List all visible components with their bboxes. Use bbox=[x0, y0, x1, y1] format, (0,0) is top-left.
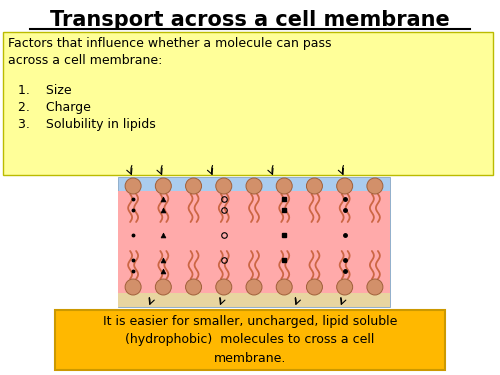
Text: 1.    Size: 1. Size bbox=[18, 84, 72, 97]
Circle shape bbox=[276, 279, 292, 295]
Circle shape bbox=[156, 178, 172, 194]
Circle shape bbox=[125, 178, 141, 194]
Text: 3.    Solubility in lipids: 3. Solubility in lipids bbox=[18, 118, 156, 131]
Circle shape bbox=[156, 279, 172, 295]
Circle shape bbox=[367, 279, 383, 295]
Bar bbox=[3, 32, 493, 175]
Circle shape bbox=[336, 279, 352, 295]
Circle shape bbox=[336, 178, 352, 194]
Bar bbox=[118, 293, 390, 307]
Circle shape bbox=[246, 279, 262, 295]
Bar bbox=[55, 310, 445, 370]
Bar bbox=[118, 177, 390, 307]
Circle shape bbox=[186, 279, 202, 295]
Circle shape bbox=[306, 178, 322, 194]
Circle shape bbox=[216, 178, 232, 194]
Circle shape bbox=[246, 178, 262, 194]
Circle shape bbox=[216, 279, 232, 295]
Text: It is easier for smaller, uncharged, lipid soluble
(hydrophobic)  molecules to c: It is easier for smaller, uncharged, lip… bbox=[103, 315, 397, 364]
Text: Transport across a cell membrane: Transport across a cell membrane bbox=[50, 10, 450, 30]
Text: Factors that influence whether a molecule can pass
across a cell membrane:: Factors that influence whether a molecul… bbox=[8, 37, 332, 67]
Circle shape bbox=[276, 178, 292, 194]
Circle shape bbox=[186, 178, 202, 194]
Circle shape bbox=[367, 178, 383, 194]
Text: 2.    Charge: 2. Charge bbox=[18, 101, 91, 114]
Circle shape bbox=[125, 279, 141, 295]
Bar bbox=[118, 191, 390, 293]
Circle shape bbox=[306, 279, 322, 295]
